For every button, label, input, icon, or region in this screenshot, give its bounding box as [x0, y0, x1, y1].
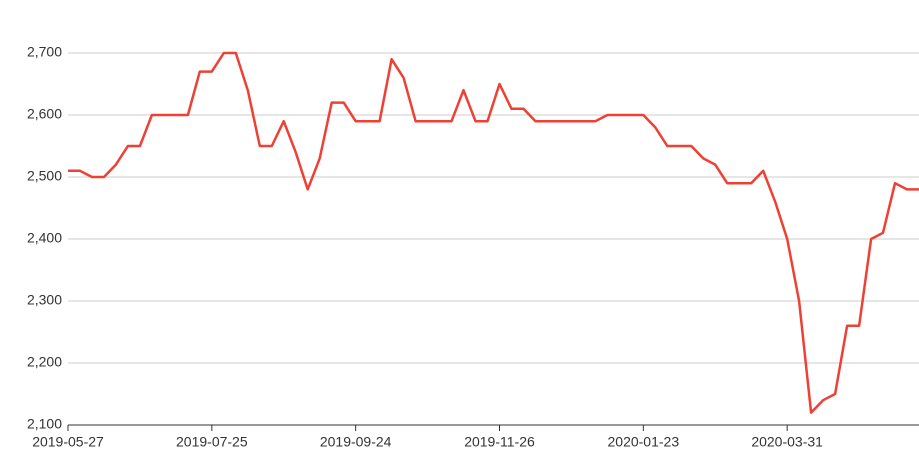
x-tick-label: 2019-07-25	[176, 434, 248, 450]
x-tick-label: 2019-11-26	[464, 434, 535, 450]
x-tick-label: 2020-01-23	[608, 434, 680, 450]
y-tick-label: 2,200	[27, 354, 62, 370]
x-tick-label: 2019-09-24	[320, 434, 392, 450]
y-tick-label: 2,300	[27, 292, 62, 308]
y-tick-label: 2,400	[27, 230, 62, 246]
y-tick-label: 2,100	[27, 416, 62, 432]
y-tick-label: 2,500	[27, 168, 62, 184]
x-tick-label: 2020-03-31	[751, 434, 823, 450]
x-tick-label: 2019-05-27	[32, 434, 104, 450]
y-tick-label: 2,600	[27, 106, 62, 122]
y-tick-label: 2,700	[27, 44, 62, 60]
price-line	[68, 51, 919, 414]
